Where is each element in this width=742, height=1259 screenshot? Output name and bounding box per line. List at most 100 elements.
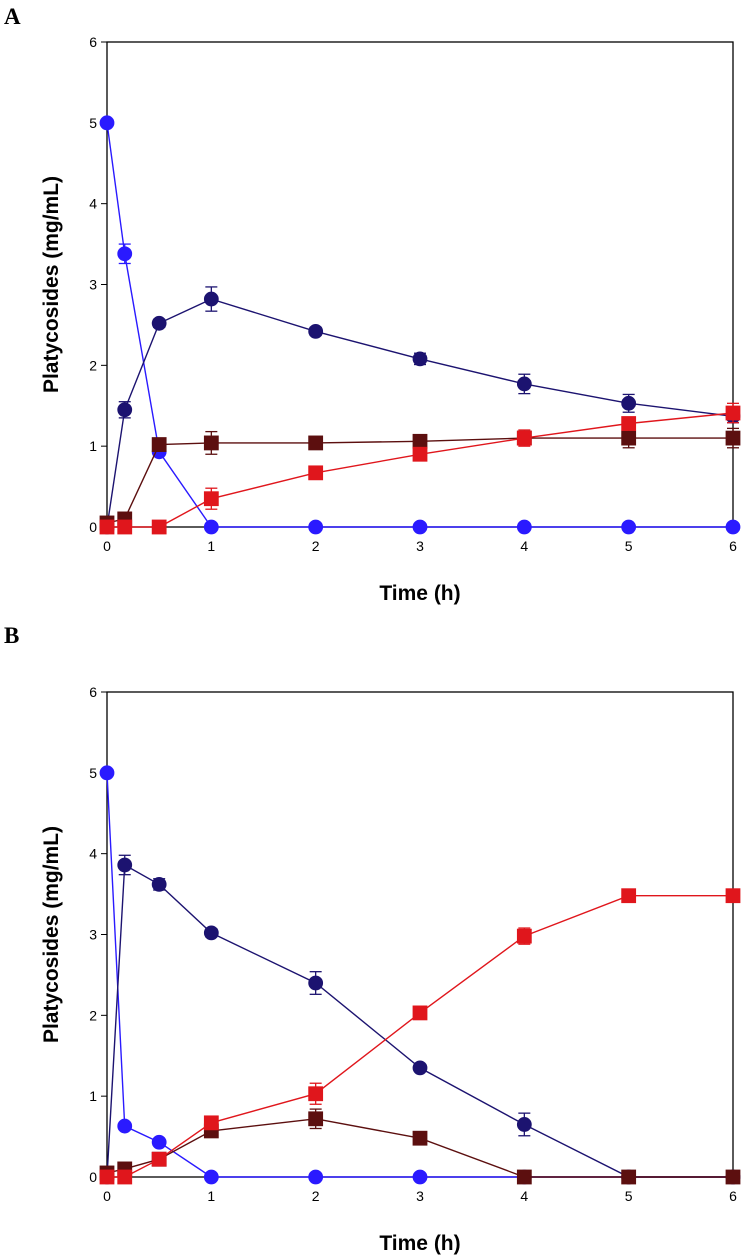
- y-tick-label: 2: [89, 357, 97, 373]
- data-point-square: [308, 465, 324, 481]
- data-point-circle: [516, 1117, 532, 1132]
- x-axis-title: Time (h): [379, 582, 460, 605]
- data-point-square: [99, 1169, 115, 1185]
- data-point-square: [725, 1169, 741, 1185]
- x-tick-label: 5: [625, 1188, 633, 1204]
- data-point-square: [412, 433, 428, 449]
- x-tick-label: 2: [312, 538, 320, 554]
- data-point-square: [621, 888, 637, 904]
- data-point-square: [412, 446, 428, 462]
- data-point-circle: [412, 519, 428, 535]
- data-point-square: [725, 430, 741, 446]
- data-point-circle: [412, 1060, 428, 1076]
- y-tick-label: 3: [89, 277, 97, 293]
- data-point-circle: [99, 765, 115, 781]
- data-point-square: [621, 416, 637, 431]
- data-point-circle: [516, 376, 532, 392]
- data-point-square: [151, 437, 167, 452]
- x-axis-title: Time (h): [379, 1232, 460, 1255]
- data-point-square: [308, 1111, 324, 1127]
- x-tick-label: 4: [520, 538, 528, 554]
- y-tick-label: 6: [89, 684, 97, 700]
- data-point-square: [725, 405, 741, 421]
- x-tick-label: 6: [729, 1188, 737, 1204]
- data-point-square: [203, 1115, 219, 1131]
- x-tick-label: 3: [416, 1188, 424, 1204]
- data-point-square: [151, 1151, 167, 1167]
- series-red-square: [99, 402, 741, 535]
- series-line: [106, 298, 734, 528]
- y-axis-title: Platycosides (mg/mL): [40, 826, 63, 1043]
- data-point-circle: [308, 323, 324, 339]
- data-point-square: [203, 491, 219, 507]
- x-tick-label: 5: [625, 538, 633, 554]
- data-point-square: [308, 1086, 324, 1102]
- data-point-circle: [117, 857, 133, 873]
- data-point-circle: [308, 519, 324, 535]
- data-point-square: [308, 435, 324, 451]
- series-line: [106, 772, 733, 1178]
- data-point-square: [725, 888, 741, 904]
- series-line: [106, 1118, 733, 1178]
- data-point-circle: [412, 351, 428, 367]
- x-tick-label: 2: [312, 1188, 320, 1204]
- chart-panel-A: A 0 1 2 3 4 5 6 0 1 2 3 4 5 6 Time (h) Platycosides (mg/…: [4, 4, 741, 605]
- data-point-circle: [203, 291, 219, 307]
- series-blue-circle: [99, 115, 741, 535]
- y-axis-title: Platycosides (mg/mL): [40, 176, 63, 393]
- x-tick-label: 1: [207, 1188, 215, 1204]
- data-point-circle: [99, 115, 115, 131]
- data-point-circle: [151, 876, 167, 892]
- data-point-circle: [151, 315, 167, 331]
- x-tick-label: 4: [520, 1188, 528, 1204]
- data-point-square: [412, 1005, 428, 1021]
- data-point-circle: [117, 1118, 133, 1134]
- data-point-square: [117, 1169, 133, 1185]
- series-line: [106, 122, 733, 528]
- data-point-circle: [117, 402, 133, 418]
- data-point-square: [621, 1169, 637, 1185]
- series-blue-circle: [99, 765, 741, 1185]
- panel-label: A: [4, 4, 21, 29]
- data-point-circle: [203, 925, 219, 941]
- y-tick-label: 1: [89, 1088, 97, 1104]
- data-point-square: [516, 1169, 532, 1185]
- plot-frame: [106, 691, 734, 1178]
- data-point-square: [99, 519, 115, 535]
- data-point-square: [151, 519, 167, 535]
- data-point-circle: [412, 1169, 428, 1185]
- series-red-square: [99, 888, 741, 1185]
- y-tick-label: 6: [89, 34, 97, 50]
- y-tick-label: 4: [89, 846, 97, 862]
- y-tick-label: 0: [89, 519, 97, 535]
- data-point-square: [117, 519, 133, 535]
- data-point-circle: [117, 246, 133, 262]
- series-line: [107, 412, 734, 528]
- data-point-square: [203, 435, 219, 451]
- y-tick-label: 0: [89, 1169, 97, 1185]
- y-tick-label: 2: [89, 1007, 97, 1023]
- data-point-circle: [621, 519, 637, 535]
- data-point-square: [412, 1130, 428, 1146]
- data-point-circle: [203, 1169, 219, 1185]
- chart-panel-B: B 0 1 2 3 4 5 6 0 1 2 3 4 5 6 Time (h) Platycosides (mg/…: [4, 623, 741, 1255]
- y-tick-label: 3: [89, 927, 97, 943]
- panel-label: B: [4, 623, 19, 648]
- y-tick-label: 5: [89, 765, 97, 781]
- data-point-circle: [621, 395, 637, 411]
- x-tick-label: 0: [103, 1188, 111, 1204]
- series-darkred-square: [99, 427, 741, 531]
- data-point-circle: [151, 1134, 167, 1150]
- x-tick-label: 0: [103, 538, 111, 554]
- x-tick-label: 1: [207, 538, 215, 554]
- data-point-circle: [308, 975, 324, 991]
- series-navy-circle: [99, 286, 741, 535]
- data-point-circle: [516, 519, 532, 535]
- y-tick-label: 4: [89, 196, 97, 212]
- data-point-circle: [203, 519, 219, 535]
- data-point-circle: [725, 519, 741, 535]
- x-tick-label: 6: [729, 538, 737, 554]
- data-point-square: [516, 928, 532, 944]
- y-tick-label: 5: [89, 115, 97, 131]
